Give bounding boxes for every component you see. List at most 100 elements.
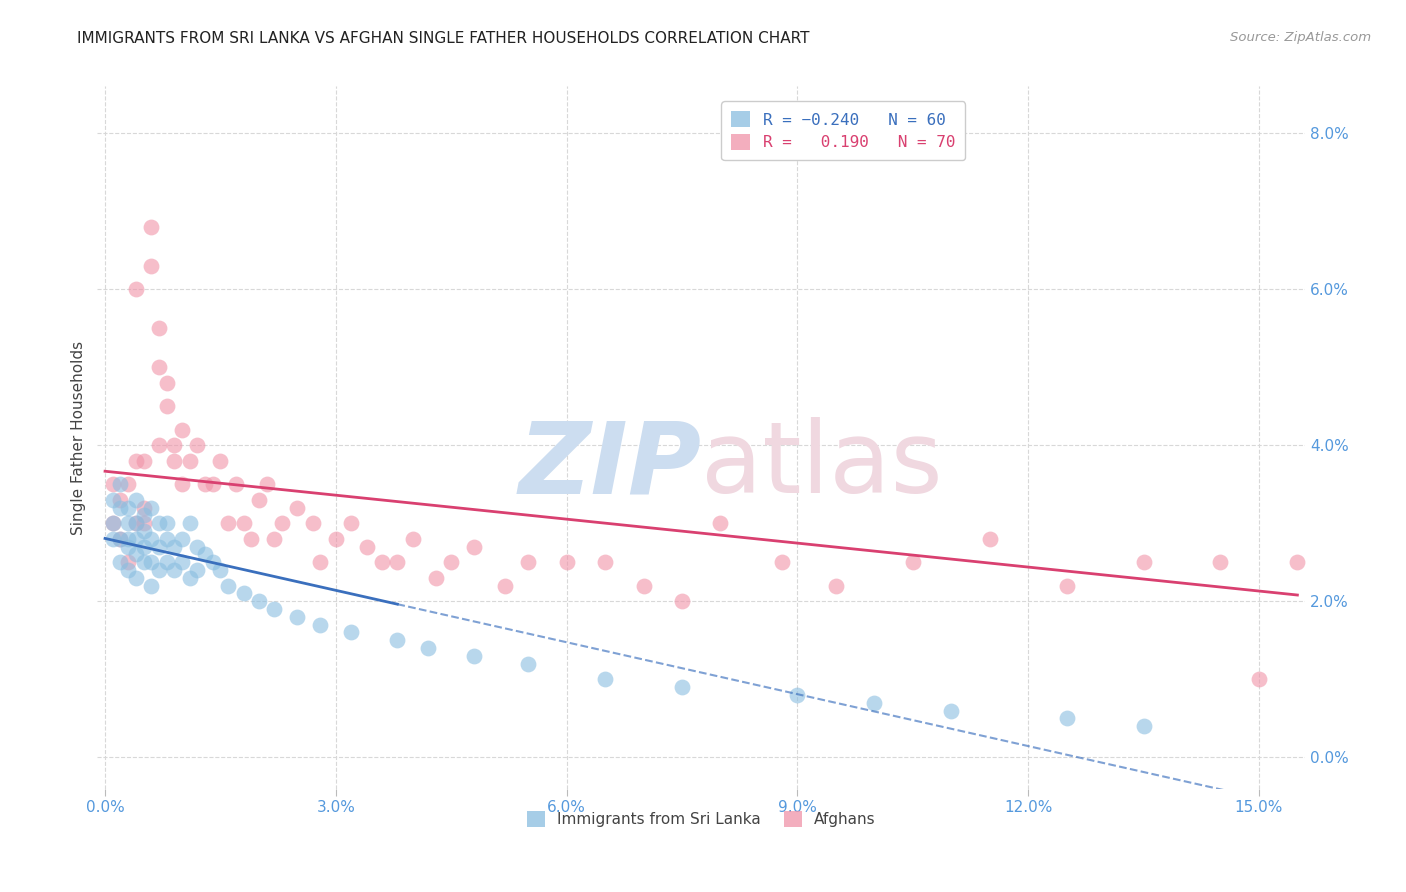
Point [340, 625, 363, 640]
Point [425, 571, 447, 585]
Y-axis label: Single Father Households: Single Father Households [72, 341, 86, 534]
Point [163, 438, 186, 452]
Point [101, 516, 124, 531]
Point [194, 548, 217, 562]
Point [101, 477, 124, 491]
Point [201, 555, 224, 569]
Point [285, 500, 308, 515]
Point [170, 532, 193, 546]
Point [463, 648, 485, 663]
Point [301, 516, 323, 531]
Point [770, 555, 793, 569]
Point [132, 454, 155, 468]
Point [356, 540, 378, 554]
Point [709, 516, 731, 531]
Point [593, 673, 616, 687]
Point [117, 516, 139, 531]
Point [148, 360, 170, 375]
Point [132, 508, 155, 523]
Point [148, 438, 170, 452]
Point [671, 680, 693, 694]
Point [132, 524, 155, 538]
Point [186, 563, 208, 577]
Point [1324, 579, 1347, 593]
Point [517, 657, 540, 671]
Point [101, 532, 124, 546]
Text: IMMIGRANTS FROM SRI LANKA VS AFGHAN SINGLE FATHER HOUSEHOLDS CORRELATION CHART: IMMIGRANTS FROM SRI LANKA VS AFGHAN SING… [77, 31, 810, 46]
Point [163, 540, 186, 554]
Point [141, 500, 163, 515]
Point [110, 532, 132, 546]
Point [633, 579, 655, 593]
Point [101, 492, 124, 507]
Point [1132, 719, 1154, 733]
Point [232, 516, 254, 531]
Point [209, 563, 232, 577]
Point [263, 532, 285, 546]
Point [148, 321, 170, 335]
Point [148, 516, 170, 531]
Point [824, 579, 846, 593]
Text: atlas: atlas [702, 417, 943, 514]
Point [155, 516, 177, 531]
Point [387, 633, 409, 648]
Point [155, 399, 177, 413]
Point [371, 555, 394, 569]
Point [201, 477, 224, 491]
Point [117, 540, 139, 554]
Point [170, 555, 193, 569]
Point [593, 555, 616, 569]
Point [148, 540, 170, 554]
Point [263, 602, 285, 616]
Point [110, 532, 132, 546]
Point [186, 540, 208, 554]
Point [179, 571, 201, 585]
Point [117, 532, 139, 546]
Point [155, 376, 177, 390]
Point [179, 516, 201, 531]
Point [163, 454, 186, 468]
Point [125, 516, 148, 531]
Point [101, 516, 124, 531]
Point [247, 594, 270, 608]
Point [402, 532, 425, 546]
Point [125, 571, 148, 585]
Point [209, 454, 232, 468]
Point [141, 532, 163, 546]
Point [340, 516, 363, 531]
Point [132, 500, 155, 515]
Point [240, 532, 263, 546]
Point [1056, 711, 1078, 725]
Point [232, 586, 254, 600]
Point [117, 563, 139, 577]
Point [1132, 555, 1154, 569]
Point [979, 532, 1001, 546]
Point [125, 516, 148, 531]
Point [155, 555, 177, 569]
Point [494, 579, 516, 593]
Point [217, 579, 239, 593]
Point [309, 617, 332, 632]
Point [517, 555, 540, 569]
Point [186, 438, 208, 452]
Point [179, 454, 201, 468]
Point [170, 423, 193, 437]
Point [117, 500, 139, 515]
Point [225, 477, 247, 491]
Legend: Immigrants from Sri Lanka, Afghans: Immigrants from Sri Lanka, Afghans [520, 805, 882, 833]
Point [786, 688, 808, 702]
Point [141, 555, 163, 569]
Point [148, 563, 170, 577]
Point [418, 641, 440, 656]
Point [132, 555, 155, 569]
Point [163, 563, 186, 577]
Point [141, 579, 163, 593]
Point [170, 477, 193, 491]
Point [125, 454, 148, 468]
Point [110, 477, 132, 491]
Point [671, 594, 693, 608]
Point [1402, 555, 1406, 569]
Text: Source: ZipAtlas.com: Source: ZipAtlas.com [1230, 31, 1371, 45]
Point [125, 282, 148, 296]
Point [155, 532, 177, 546]
